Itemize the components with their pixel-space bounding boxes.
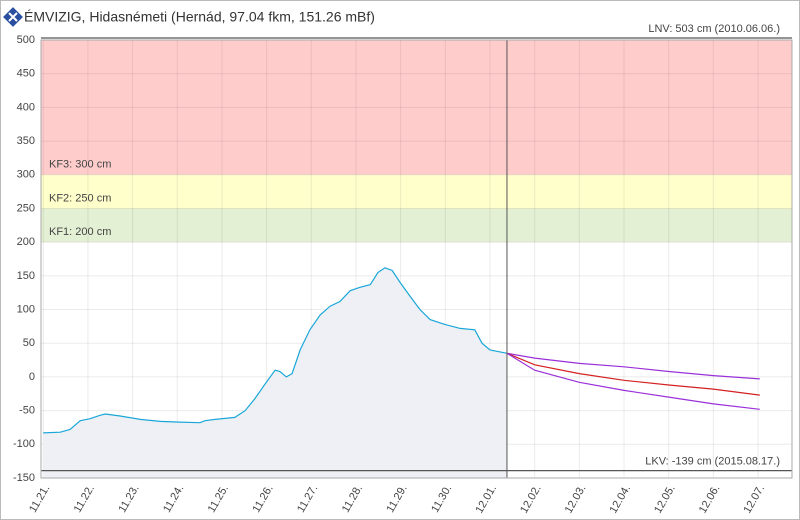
y-tick-label: 250 xyxy=(17,202,35,214)
reference-label: LNV: 503 cm (2010.06.06.) xyxy=(648,23,780,35)
series-line xyxy=(506,352,760,380)
y-tick-label: 100 xyxy=(17,303,35,315)
threshold-label: KF1: 200 cm xyxy=(49,226,111,238)
series-line xyxy=(506,352,760,396)
threshold-band xyxy=(41,40,792,175)
plot-border xyxy=(40,39,793,479)
y-tick-label: 0 xyxy=(29,371,35,383)
y-tick-label: 500 xyxy=(17,34,35,46)
y-tick-label: 300 xyxy=(17,169,35,181)
threshold-label: KF3: 300 cm xyxy=(49,159,111,171)
series-line xyxy=(43,267,508,434)
series-line xyxy=(506,352,760,410)
y-tick-label: 450 xyxy=(17,68,35,80)
y-tick-label: 200 xyxy=(17,236,35,248)
area-fill xyxy=(43,267,507,478)
threshold-band xyxy=(41,208,792,243)
y-tick-label: 50 xyxy=(23,337,35,349)
chart-title: ÉMVIZIG, Hidasnémeti (Hernád, 97.04 fkm,… xyxy=(24,9,375,25)
y-tick-label: -150 xyxy=(13,472,35,484)
logo xyxy=(3,7,23,27)
y-tick-label: 400 xyxy=(17,101,35,113)
y-tick-label: -50 xyxy=(19,405,35,417)
threshold-band xyxy=(41,174,792,209)
y-tick-label: 150 xyxy=(17,270,35,282)
threshold-label: KF2: 250 cm xyxy=(49,192,111,204)
y-tick-label: -100 xyxy=(13,438,35,450)
reference-label: LKV: -139 cm (2015.08.17.) xyxy=(645,455,780,467)
y-tick-label: 350 xyxy=(17,135,35,147)
